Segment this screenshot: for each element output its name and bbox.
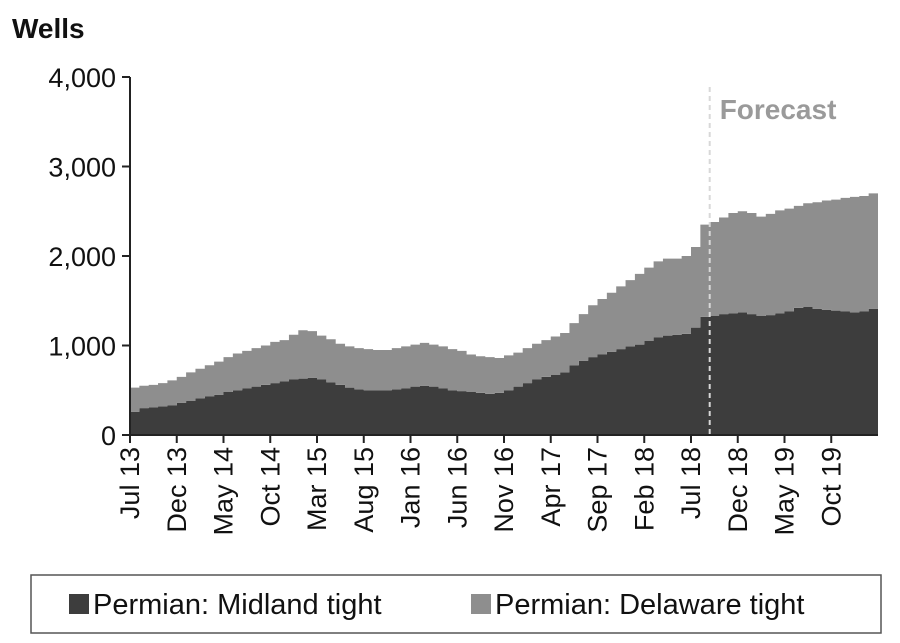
x-axis-tick-labels: Jul 13 Dec 13 May 14 Oct 14 Mar 15 Aug 15 Jan … [115, 447, 846, 536]
y-axis-title: Wells [12, 13, 85, 44]
y-tick-label: 1,000 [48, 332, 116, 362]
stacked-areas [130, 190, 878, 435]
x-tick-label: Jan 16 [396, 447, 426, 528]
x-tick-label: Mar 15 [302, 447, 332, 531]
x-tick-label: Oct 14 [255, 447, 285, 527]
x-tick-label: Dec 13 [162, 447, 192, 533]
area-series-1 [130, 307, 878, 435]
legend-box [30, 574, 882, 634]
x-tick-label: Jun 16 [442, 447, 472, 528]
legend: Permian: Midland tight Permian: Delaware … [30, 574, 882, 634]
x-tick-label: Apr 17 [536, 447, 566, 527]
legend-label-2: Permian: Delaware tight [495, 589, 804, 621]
legend-label-1: Permian: Midland tight [93, 589, 382, 621]
y-tick-label: 4,000 [48, 63, 116, 93]
area-series-2 [130, 190, 878, 412]
y-tick-label: 0 [101, 421, 116, 451]
x-tick-label: May 19 [770, 447, 800, 536]
x-tick-label: Jul 13 [115, 447, 145, 519]
x-tick-label: Aug 15 [349, 447, 379, 533]
x-tick-label: Oct 19 [816, 447, 846, 527]
y-tick-label: 3,000 [48, 153, 116, 183]
legend-swatch-1 [69, 594, 89, 614]
x-tick-label: Nov 16 [489, 447, 519, 533]
forecast-label: Forecast [720, 94, 837, 125]
x-tick-label: Feb 18 [629, 447, 659, 531]
axes [122, 76, 878, 443]
x-tick-label: Sep 17 [583, 447, 613, 533]
x-tick-label: May 14 [209, 447, 239, 536]
y-tick-label: 2,000 [48, 242, 116, 272]
x-tick-label: Jul 18 [676, 447, 706, 519]
forecast-marker: Forecast [708, 87, 837, 435]
y-axis-tick-labels: 0 1,000 2,000 3,000 4,000 [48, 63, 116, 451]
x-tick-label: Dec 18 [723, 447, 753, 533]
legend-swatch-2 [471, 594, 491, 614]
